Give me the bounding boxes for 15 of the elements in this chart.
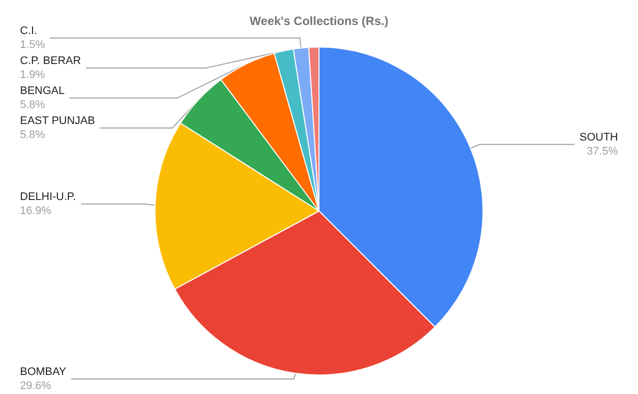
- slice-label: DELHI-U.P.: [20, 190, 76, 203]
- data-label: 1.9%: [20, 69, 46, 82]
- data-label: 29.6%: [20, 380, 52, 392]
- data-label: 5.8%: [20, 129, 46, 142]
- data-label: 1.5%: [20, 39, 46, 52]
- slice-label: EAST PUNJAB: [20, 115, 95, 128]
- slice-label: BOMBAY: [20, 366, 67, 378]
- slice-label: BENGAL: [20, 85, 65, 98]
- chart-title: Week's Collections (Rs.): [250, 14, 388, 28]
- data-label: 37.5%: [586, 145, 618, 158]
- slice-label: C.I.: [20, 25, 38, 38]
- slice-label: C.P. BERAR: [20, 55, 81, 68]
- data-label: 16.9%: [20, 204, 52, 217]
- data-label: 5.8%: [20, 99, 46, 112]
- slice-label: SOUTH: [580, 131, 618, 144]
